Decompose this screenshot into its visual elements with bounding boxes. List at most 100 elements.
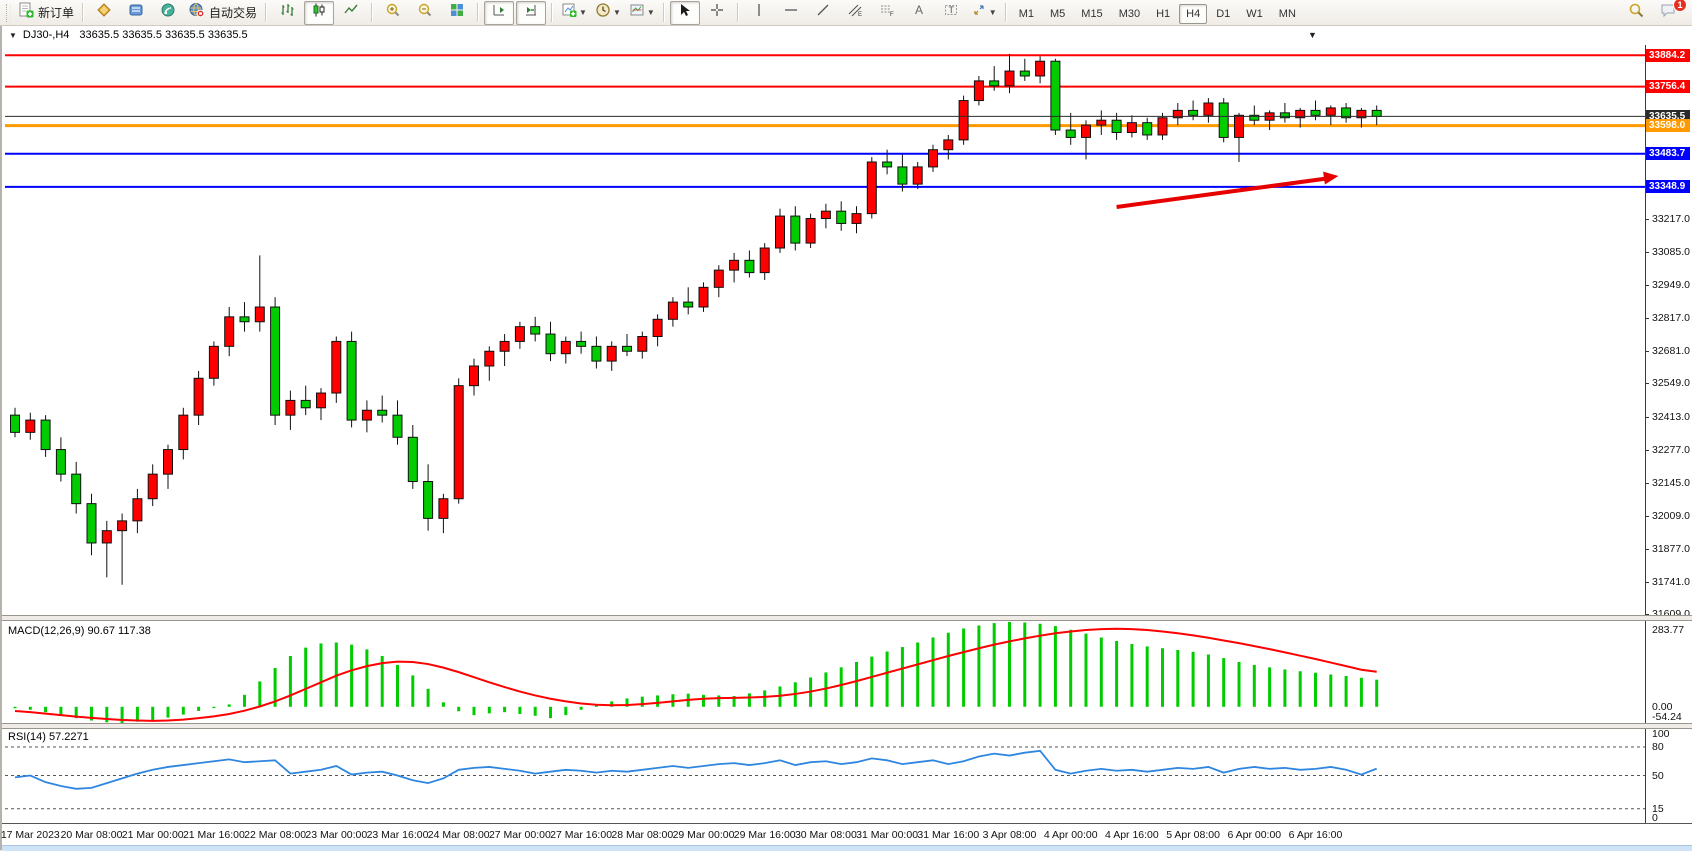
candle-body <box>1035 60 1046 77</box>
candle-body <box>912 166 923 185</box>
macd-axis-min-label: -54.24 <box>1652 711 1682 723</box>
candle-body <box>775 215 785 249</box>
crosshair-tool-button[interactable] <box>702 1 732 25</box>
auto-scroll-icon <box>523 2 539 23</box>
clock-icon <box>595 2 611 23</box>
time-axis-label: 23 Mar 16:00 <box>366 829 429 841</box>
candle-body <box>652 318 663 338</box>
chart-window[interactable]: ▼ DJ30-,H4 33635.5 33635.5 33635.5 33635… <box>0 26 1692 851</box>
candle-body <box>989 80 1000 87</box>
chart-candles-mode-button[interactable] <box>304 0 335 25</box>
signals-button[interactable] <box>153 1 183 25</box>
line-chart-icon <box>343 2 359 23</box>
templates-button[interactable]: ▼ <box>626 1 658 25</box>
candle-body <box>407 436 418 483</box>
candle-body <box>193 377 204 416</box>
main-price-pane[interactable] <box>5 45 1645 615</box>
timeframe-m15-button[interactable]: M15 <box>1081 7 1103 20</box>
candle-body <box>805 218 816 244</box>
candle-body <box>1325 107 1336 116</box>
candle-body <box>208 345 219 379</box>
timeframe-h4-button[interactable]: H4 <box>1179 3 1208 24</box>
timeframe-h1-button[interactable]: H1 <box>1156 7 1171 20</box>
candle-body <box>1019 70 1030 77</box>
candle-body <box>820 210 831 220</box>
chart-shift-button[interactable] <box>484 0 515 25</box>
candle-body <box>1295 109 1306 119</box>
autotrade-button[interactable]: 自动交易 <box>185 1 260 25</box>
arrows-tool-button[interactable]: ▼ <box>968 1 1000 25</box>
candle-body <box>499 340 510 352</box>
timeframe-m5-button[interactable]: M5 <box>1050 7 1066 20</box>
candle-body <box>453 385 464 500</box>
timeframe-d1-button[interactable]: D1 <box>1216 7 1231 20</box>
candle-body <box>545 333 556 355</box>
trendline-tool-button[interactable] <box>808 1 838 25</box>
price-axis-tick <box>1645 450 1649 452</box>
chart-shift-marker[interactable]: ▼ <box>1308 30 1317 40</box>
candle-body <box>1126 122 1137 134</box>
candle-body <box>300 399 311 409</box>
rsi-axis-label: 50 <box>1652 769 1664 782</box>
equidistant-channel-tool-button[interactable]: E <box>840 1 870 25</box>
symbol-dropdown-icon[interactable]: ▼ <box>9 30 17 40</box>
new-order-button[interactable]: 新订单 <box>15 1 77 25</box>
zoom-in-icon <box>385 2 401 23</box>
timeframe-mn-button[interactable]: MN <box>1278 7 1296 20</box>
horizontal-line-tool-button[interactable] <box>776 1 806 25</box>
metaeditor-button[interactable] <box>89 1 119 25</box>
text-label-tool-button[interactable]: T <box>936 1 966 25</box>
candle-body <box>101 530 112 544</box>
macd-pane[interactable] <box>5 622 1645 723</box>
candle-body <box>1157 117 1168 136</box>
chart-bars-mode-button[interactable] <box>272 1 302 25</box>
symbol-period-label: DJ30-,H4 <box>22 29 70 41</box>
tile-windows-button[interactable] <box>442 1 472 25</box>
rsi-pane[interactable] <box>5 728 1645 823</box>
data-window-button[interactable] <box>121 1 151 25</box>
pane-splitter[interactable] <box>2 723 1692 729</box>
price-axis-label: 32681.0 <box>1652 345 1690 357</box>
candle-body <box>1310 109 1321 116</box>
channel-icon: E <box>847 2 863 23</box>
add-indicator-button[interactable]: ▼ <box>558 1 590 25</box>
periods-button[interactable]: ▼ <box>592 1 624 25</box>
zoom-in-button[interactable] <box>378 1 408 25</box>
timeframe-w1-button[interactable]: W1 <box>1246 7 1263 20</box>
autotrade-icon <box>188 2 205 23</box>
candle-body <box>866 161 877 215</box>
price-axis-tick <box>1645 317 1649 319</box>
search-button[interactable] <box>1621 1 1651 25</box>
pane-splitter[interactable] <box>2 615 1692 621</box>
candle-body <box>958 100 969 141</box>
notification-badge: 1 <box>1673 0 1687 12</box>
candle-body <box>117 520 128 532</box>
zoom-out-button[interactable] <box>410 1 440 25</box>
candle-body <box>71 473 82 505</box>
candle-body <box>713 269 724 288</box>
candle-body <box>10 414 20 433</box>
notifications-button[interactable]: 1 <box>1653 0 1687 25</box>
trend-arrow-annotation[interactable] <box>1116 176 1331 209</box>
price-axis-label: 33217.0 <box>1652 213 1690 226</box>
resistance-line-2-price-tag: 33756.4 <box>1646 80 1690 94</box>
time-axis-label: 24 Mar 08:00 <box>427 829 490 841</box>
trendline-icon <box>815 2 831 23</box>
cursor-tool-button[interactable] <box>669 0 700 25</box>
candle-body <box>254 306 265 323</box>
candle-body <box>973 80 984 102</box>
chart-line-mode-button[interactable] <box>336 1 366 25</box>
toolbar-grip[interactable] <box>6 3 11 22</box>
text-tool-button[interactable]: A <box>904 1 934 25</box>
candle-body <box>331 340 342 394</box>
timeframe-m30-button[interactable]: M30 <box>1118 7 1141 20</box>
candle-body <box>1234 114 1244 138</box>
auto-scroll-button[interactable] <box>516 0 547 25</box>
candle-body <box>729 259 740 271</box>
window-bottom-strip <box>2 845 1692 851</box>
fibonacci-tool-button[interactable]: F <box>872 1 902 25</box>
time-axis[interactable]: 17 Mar 2023 20 Mar 08:00 21 Mar 00:00 21 Ma… <box>1 823 1692 846</box>
vertical-line-tool-button[interactable] <box>744 1 774 25</box>
timeframe-m1-button[interactable]: M1 <box>1018 7 1034 20</box>
candle-body <box>1371 109 1382 117</box>
